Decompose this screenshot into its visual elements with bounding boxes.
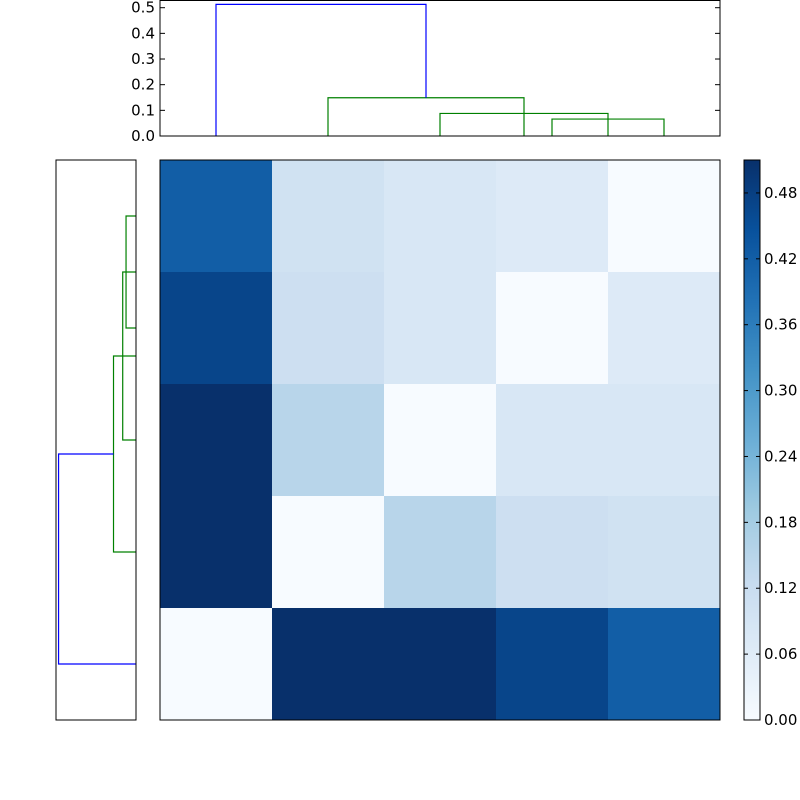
heatmap-cell-2-3 — [496, 384, 609, 497]
ytick-label: 0.3 — [131, 50, 155, 68]
ytick-label: 0.4 — [131, 24, 155, 42]
heatmap-cell-0-4 — [608, 160, 721, 273]
left-dendrogram — [55, 159, 137, 721]
heatmap-cell-4-4 — [608, 608, 721, 721]
heatmap-cell-4-2 — [384, 608, 497, 721]
heatmap-cell-3-0 — [160, 496, 273, 609]
heatmap-cell-1-1 — [272, 272, 385, 385]
colorbar-tick-label: 0.00 — [764, 711, 797, 729]
heatmap-cell-3-4 — [608, 496, 721, 609]
heatmap — [159, 159, 721, 721]
heatmap-cell-2-0 — [160, 384, 273, 497]
heatmap-cell-0-1 — [272, 160, 385, 273]
left-dendrogram-link-3 — [57, 453, 136, 665]
heatmap-cell-3-2 — [384, 496, 497, 609]
ytick-label: 0.5 — [131, 0, 155, 17]
heatmap-cell-1-0 — [160, 272, 273, 385]
colorbar-tick-label: 0.24 — [764, 447, 797, 465]
heatmap-cell-0-2 — [384, 160, 497, 273]
colorbar-tick-label: 0.06 — [764, 645, 797, 663]
colorbar-tick-label: 0.36 — [764, 316, 797, 334]
heatmap-cell-4-3 — [496, 608, 609, 721]
colorbar-tick-label: 0.48 — [764, 184, 797, 202]
ytick-label: 0.1 — [131, 101, 155, 119]
heatmap-cell-3-3 — [496, 496, 609, 609]
heatmap-cell-4-1 — [272, 608, 385, 721]
heatmap-cell-2-2 — [384, 384, 497, 497]
colorbar-gradient — [743, 159, 761, 721]
left-dendrogram-link-2 — [112, 355, 136, 553]
top-dendrogram: 0.0 0.1 0.2 0.3 0.4 0.5 — [131, 0, 721, 145]
colorbar-tick-label: 0.18 — [764, 513, 797, 531]
top-dendrogram-link-2 — [327, 97, 525, 136]
heatmap-frame — [159, 159, 721, 721]
heatmap-cell-2-4 — [608, 384, 721, 497]
heatmap-cell-1-4 — [608, 272, 721, 385]
ytick-label: 0.2 — [131, 76, 155, 94]
heatmap-cell-1-3 — [496, 272, 609, 385]
colorbar-tick-label: 0.12 — [764, 579, 797, 597]
heatmap-cell-1-2 — [384, 272, 497, 385]
heatmap-cell-0-0 — [160, 160, 273, 273]
heatmap-cell-0-3 — [496, 160, 609, 273]
top-dendrogram-frame — [159, 0, 721, 137]
colorbar-tick-label: 0.30 — [764, 382, 797, 400]
heatmap-cell-3-1 — [272, 496, 385, 609]
ytick-label: 0.0 — [131, 127, 155, 145]
heatmap-cell-2-1 — [272, 384, 385, 497]
colorbar: 0.00 0.06 0.12 0.18 0.24 0.30 0.36 0.42 0.48 — [743, 159, 797, 729]
colorbar-tick-label: 0.42 — [764, 250, 797, 268]
heatmap-cell-4-0 — [160, 608, 273, 721]
top-dendrogram-link-3 — [215, 3, 427, 136]
left-dendrogram-frame — [55, 159, 137, 721]
